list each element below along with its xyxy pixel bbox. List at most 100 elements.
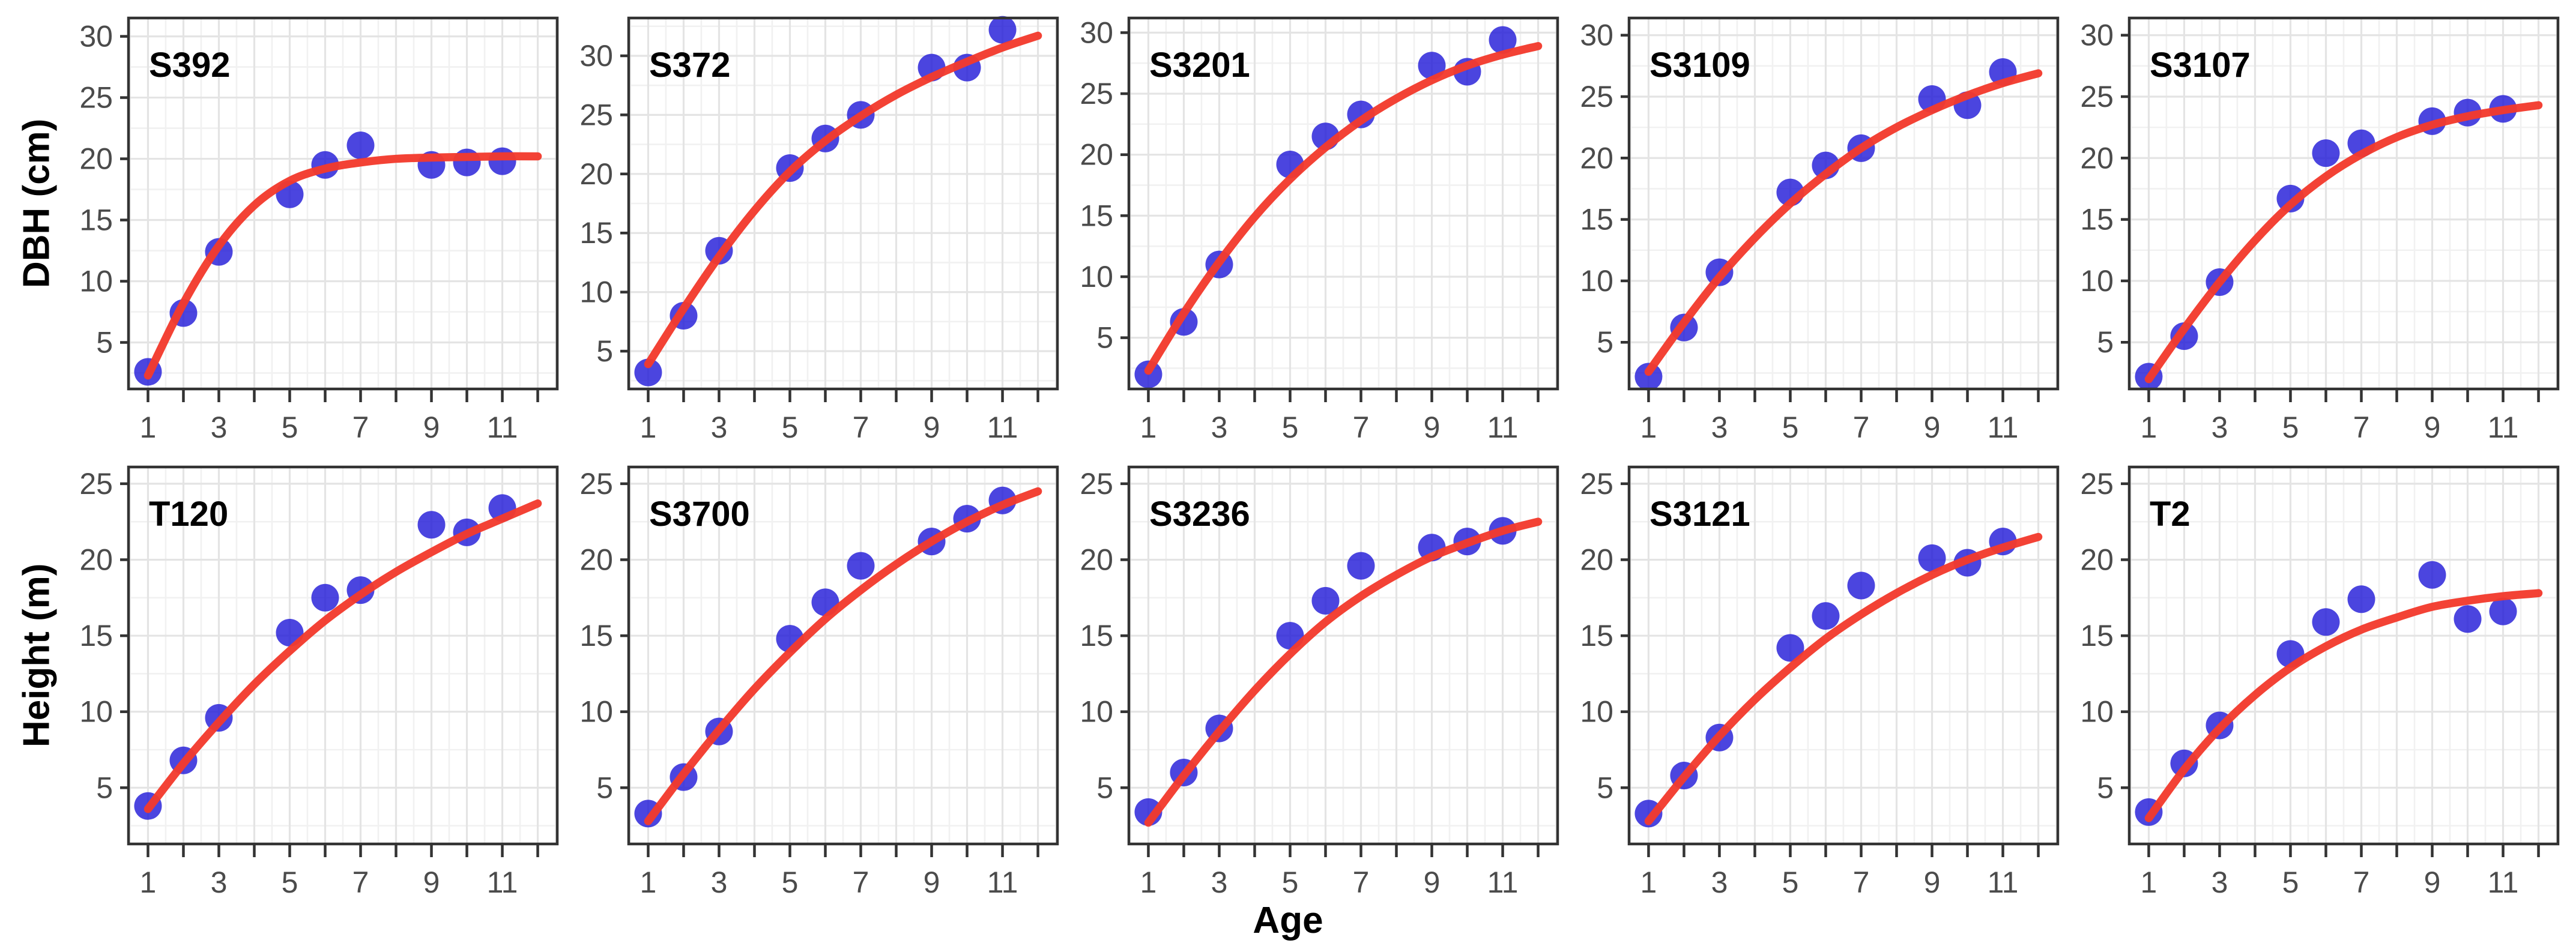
y-tick-label: 10 [579,695,613,729]
x-tick-label: 5 [1282,411,1299,444]
y-tick-label: 10 [2080,264,2114,298]
x-tick-label: 9 [2424,411,2441,444]
panel-border [627,465,1059,846]
y-tick-label: 10 [1580,264,1613,298]
data-point [2418,561,2446,589]
y-tick-label: 25 [579,98,613,131]
panel-label: S3201 [1149,46,1250,85]
y-tick-label: 30 [579,39,613,73]
x-tick-label: 7 [1853,866,1870,899]
panel-label: T120 [149,495,228,534]
x-tick-label: 5 [1782,411,1799,444]
x-tick-label: 7 [2353,866,2370,899]
y-tick-label: 25 [579,467,613,501]
y-tick-label: 5 [1597,771,1613,804]
x-tick-label: 11 [487,411,518,444]
x-tick-label: 3 [1211,411,1228,444]
panel-border [627,16,1059,391]
x-tick-label: 9 [2424,866,2441,899]
x-tick-label: 11 [1487,866,1519,899]
x-tick-label: 1 [1640,866,1657,899]
x-tick-label: 3 [1711,866,1728,899]
panel-border [2127,16,2560,391]
panel-S372: 1 3 5 7 9 11 5 10 15 20 25 30 S372 [579,16,1059,444]
panel-label: T2 [2150,495,2191,534]
fit-curve [2144,101,2543,384]
panel-T2: 1 3 5 7 9 11 5 10 15 20 25 T2 [2080,465,2560,899]
y-tick-label: 10 [1080,695,1113,729]
x-tick-label: 1 [140,866,157,899]
fit-curve [144,499,542,813]
x-tick-label: 9 [423,866,440,899]
data-point [2276,184,2305,212]
y-tick-label: 5 [2097,771,2114,804]
y-tick-label: 15 [79,619,113,652]
x-tick-label: 7 [1853,411,1870,444]
panel-S3201: 1 3 5 7 9 11 5 10 15 20 25 30 S3201 [1080,16,1559,444]
panel-label: S372 [649,46,730,85]
x-tick-label: 1 [640,411,657,444]
y-tick-label: 5 [596,771,613,804]
panel-border [1627,16,2060,391]
x-tick-label: 11 [2488,411,2519,444]
y-tick-label: 10 [579,276,613,309]
data-point [847,552,875,580]
y-tick-label: 15 [2080,203,2114,237]
y-axis-title-height: Height (m) [16,563,58,748]
x-tick-label: 5 [1782,866,1799,899]
panel-label: S3107 [2150,46,2251,85]
y-tick-label: 25 [1580,467,1613,501]
fit-curve [1644,532,2043,825]
panel-T120: 1 3 5 7 9 11 5 10 15 20 25 T120 [79,465,559,899]
panel-border [127,465,559,846]
x-tick-label: 7 [1353,866,1370,899]
y-tick-label: 15 [1580,619,1613,652]
y-tick-label: 25 [1580,80,1613,113]
x-tick-label: 11 [1988,411,2019,444]
data-point [2312,608,2340,636]
x-tick-label: 3 [2212,411,2228,444]
fit-curve [644,31,1042,369]
x-tick-label: 9 [924,411,940,444]
y-tick-label: 5 [1096,321,1113,355]
y-tick-label: 25 [2080,467,2114,501]
x-tick-label: 7 [2353,411,2370,444]
y-tick-label: 15 [79,203,113,237]
data-point [1847,571,1875,600]
y-tick-label: 20 [579,543,613,576]
y-tick-label: 20 [1580,141,1613,175]
y-tick-label: 20 [1080,138,1113,172]
data-point [311,583,339,612]
fit-curve [1144,42,1543,375]
y-tick-label: 10 [1580,695,1613,729]
data-point [2489,597,2517,625]
y-tick-label: 10 [79,265,113,298]
y-tick-label: 25 [2080,80,2114,113]
data-point [634,358,662,387]
x-tick-label: 5 [282,866,298,899]
data-point [1634,363,1663,391]
x-tick-label: 3 [711,411,728,444]
x-tick-label: 1 [1140,411,1157,444]
x-tick-label: 9 [423,411,440,444]
data-point [1311,586,1340,615]
y-tick-label: 20 [2080,141,2114,175]
x-tick-label: 7 [352,866,369,899]
x-tick-label: 5 [2282,411,2299,444]
data-point [1776,634,1804,662]
x-tick-label: 11 [2488,866,2519,899]
y-tick-label: 25 [1080,467,1113,501]
fit-curve [644,487,1042,825]
data-point [2347,585,2375,613]
x-tick-label: 1 [1140,866,1157,899]
panel-border [2127,465,2560,846]
x-tick-label: 7 [1353,411,1370,444]
fit-curve [1144,517,1543,827]
panel-border [1627,465,2060,846]
y-tick-label: 20 [79,543,113,576]
data-point [1812,602,1840,630]
y-tick-label: 10 [79,695,113,729]
panel-label: S3109 [1649,46,1750,85]
y-tick-label: 5 [1597,325,1613,359]
y-tick-label: 5 [96,771,113,804]
